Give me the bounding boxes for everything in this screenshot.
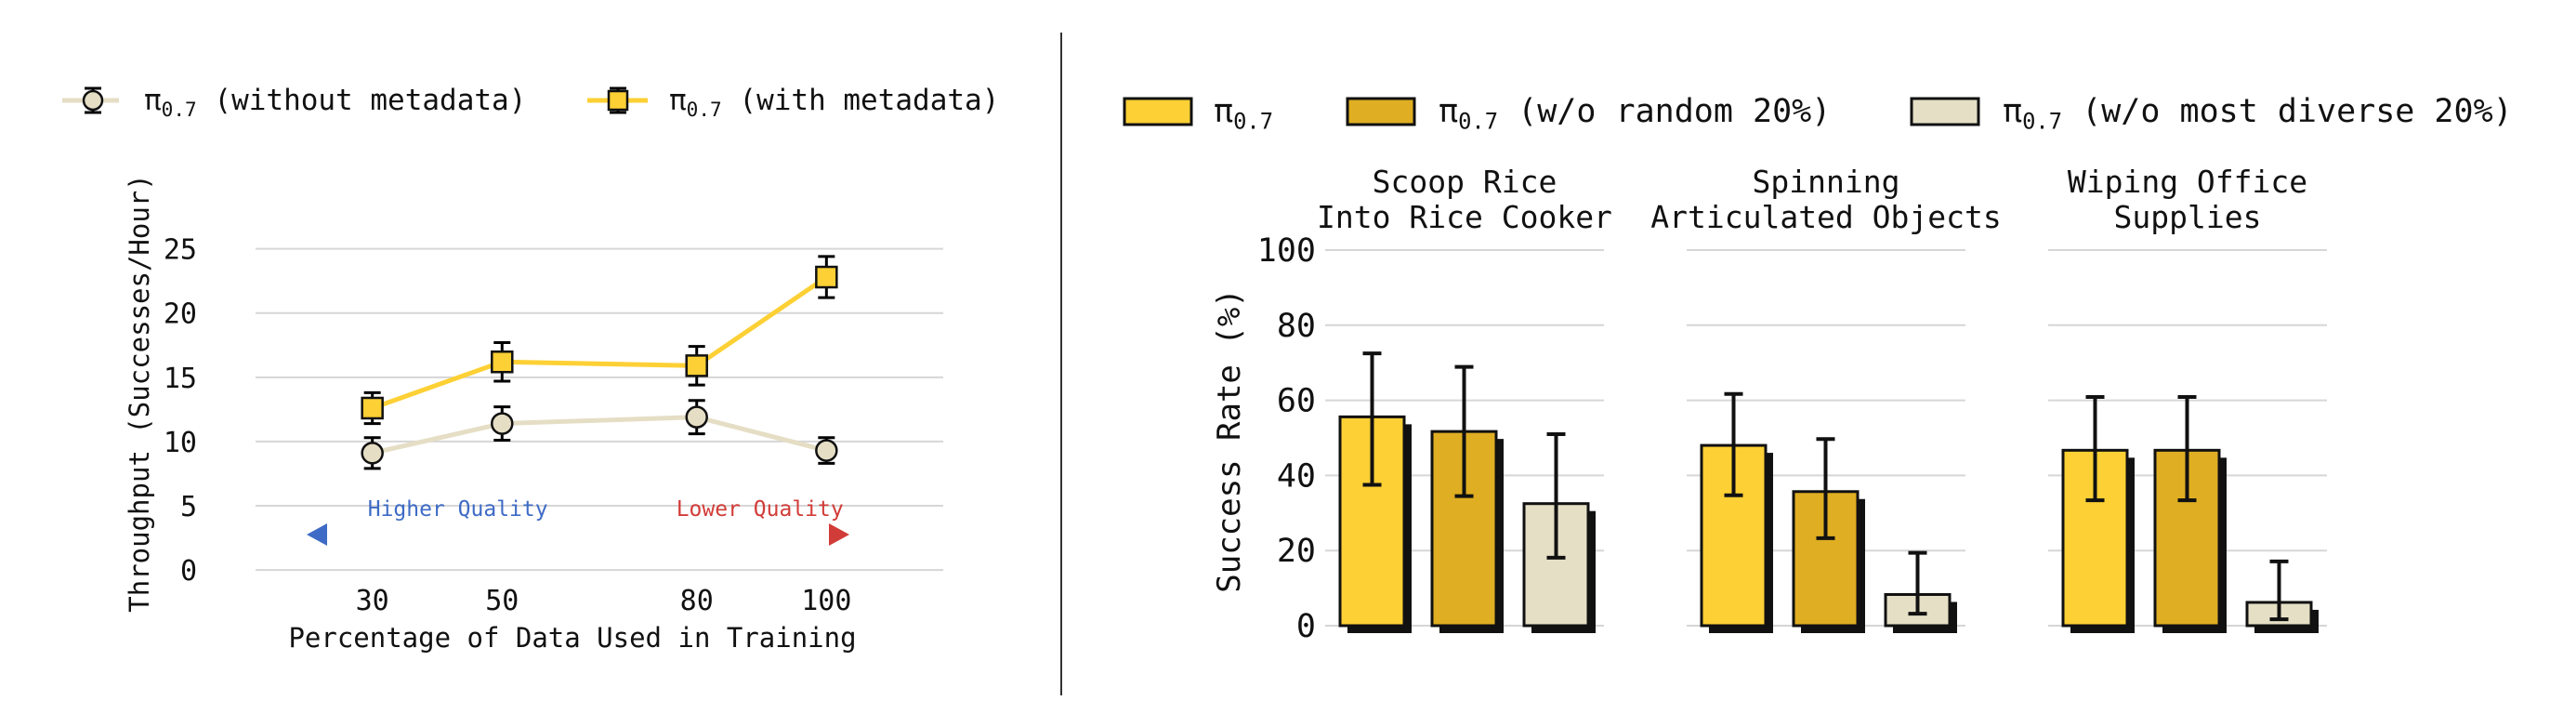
group-title: Supplies — [2114, 199, 2262, 235]
group-title: Into Rice Cooker — [1317, 199, 1612, 235]
data-point — [685, 405, 708, 429]
line-chart-x-ticks: 30 50 80 100 — [356, 585, 852, 617]
legend-swatch-pi07 — [1123, 97, 1193, 126]
data-point — [361, 442, 384, 465]
bar-chart-bars — [1338, 351, 2319, 633]
line-chart-y-ticks: 0 5 10 15 20 25 — [164, 234, 197, 588]
data-point — [815, 439, 838, 462]
group-title: Wiping Office — [2068, 164, 2307, 200]
y-tick-label: 15 — [164, 363, 197, 395]
series-1 — [361, 255, 838, 426]
bar-group-0 — [1338, 351, 1596, 633]
series-line — [371, 274, 828, 411]
legend-item-pi07: π0.7 — [1123, 93, 1273, 135]
y-tick-label: 0 — [1296, 608, 1316, 645]
legend-item-with-metadata: π0.7 (with metadata) — [587, 84, 999, 121]
legend-item-without-random: π0.7 (w/o random 20%) — [1346, 93, 1831, 135]
group-title: Spinning — [1753, 164, 1900, 200]
y-tick-label: 25 — [164, 234, 197, 267]
data-point — [685, 354, 708, 377]
legend-label-without-random: π0.7 (w/o random 20%) — [1439, 93, 1831, 135]
legend-square-marker — [607, 89, 629, 112]
data-point — [361, 396, 384, 420]
legend-label-with-metadata: π0.7 (with metadata) — [669, 84, 999, 121]
bar-group-1 — [1700, 391, 1957, 633]
line-chart-y-axis-label: Throughput (Successes/Hour) — [124, 174, 155, 612]
y-tick-label: 80 — [1277, 308, 1316, 345]
legend-label-without-diverse: π0.7 (w/o most diverse 20%) — [2003, 93, 2513, 135]
annotation-higher-quality: Higher Quality — [368, 497, 548, 522]
series-line — [372, 415, 827, 456]
legend-circle-marker — [82, 89, 104, 112]
x-tick-label: 80 — [680, 585, 714, 617]
legend-label-pi07: π0.7 — [1214, 93, 1273, 135]
line-chart-legend: π0.7 (without metadata) π0.7 (with metad… — [62, 84, 999, 121]
y-tick-label: 10 — [164, 427, 197, 459]
group-title: Articulated Objects — [1650, 199, 2002, 235]
y-tick-label: 20 — [1277, 533, 1316, 570]
legend-item-without-diverse: π0.7 (w/o most diverse 20%) — [1910, 93, 2513, 135]
quality-arrow — [307, 523, 849, 546]
x-tick-label: 50 — [485, 585, 519, 617]
data-point — [815, 265, 838, 289]
x-tick-label: 30 — [356, 585, 389, 617]
legend-item-without-metadata: π0.7 (without metadata) — [62, 84, 526, 121]
legend-swatch-without-diverse — [1910, 97, 1980, 126]
bar-chart-y-axis-label: Success Rate (%) — [1211, 288, 1248, 593]
data-point — [491, 412, 514, 435]
series-0 — [361, 399, 838, 470]
annotation-lower-quality: Lower Quality — [677, 497, 844, 522]
y-tick-label: 40 — [1277, 457, 1316, 495]
data-point — [491, 350, 514, 374]
legend-label-without-metadata: π0.7 (without metadata) — [144, 84, 526, 121]
bar-chart-legend: π0.7 π0.7 (w/o random 20%) π0.7 (w/o mos… — [1123, 93, 2513, 135]
y-tick-label: 0 — [180, 555, 197, 588]
legend-swatch-without-random — [1346, 97, 1416, 126]
bar-group-2 — [2061, 394, 2319, 633]
bar-chart-y-ticks: 0 20 40 60 80 100 — [1257, 232, 1316, 645]
y-tick-label: 100 — [1257, 232, 1316, 270]
y-tick-label: 5 — [180, 491, 197, 523]
x-tick-label: 100 — [801, 585, 851, 617]
y-tick-label: 20 — [164, 298, 197, 331]
line-chart-x-axis-label: Percentage of Data Used in Training — [288, 622, 856, 654]
group-title: Scoop Rice — [1373, 164, 1557, 200]
line-chart-gridlines — [256, 247, 943, 572]
line-chart-panel: 0 5 10 15 20 25 30 50 80 100 Higher Quality Lowe… — [62, 84, 999, 654]
line-chart-series — [361, 255, 838, 470]
y-tick-label: 60 — [1277, 383, 1316, 420]
